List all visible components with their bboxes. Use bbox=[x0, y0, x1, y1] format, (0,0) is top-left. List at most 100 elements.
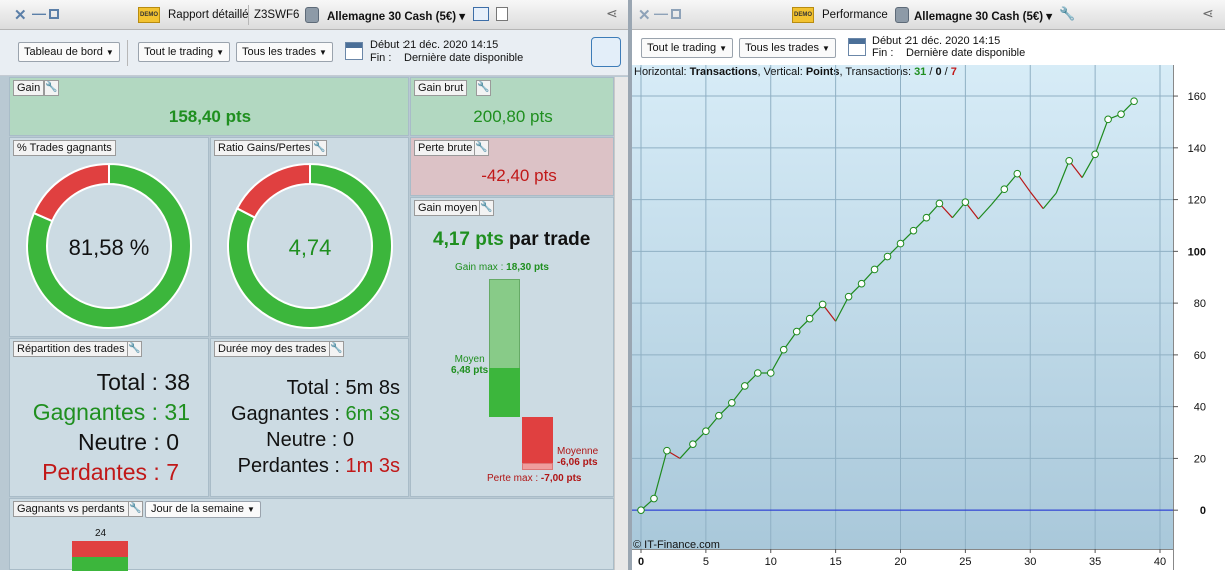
debut-label: Début : bbox=[872, 35, 908, 47]
trading-select[interactable]: Tout le trading ▼ bbox=[641, 38, 734, 58]
gain-moyen-panel: Gain moyen 🔧 4,17 pts par trade Gain max… bbox=[410, 197, 614, 497]
period-select[interactable]: Jour de la semaine ▼ bbox=[145, 501, 261, 518]
wrench-icon[interactable]: 🔧 bbox=[476, 80, 491, 96]
curve-segment bbox=[835, 296, 850, 322]
equity-curve bbox=[637, 97, 1138, 514]
x-tick-label: 0 bbox=[638, 556, 644, 568]
loss-bar bbox=[72, 541, 128, 557]
x-tick-label: 15 bbox=[830, 556, 842, 568]
left-toolbar: Tableau de bord ▼ Tout le trading ▼ Tous l… bbox=[0, 30, 630, 76]
data-point bbox=[689, 440, 697, 448]
ratio-panel: Ratio Gains/Pertes 🔧 4,74 bbox=[210, 137, 409, 337]
duree-perdantes: Perdantes : 1m 3s bbox=[237, 455, 400, 477]
y-tick-label: 40 bbox=[1194, 402, 1206, 414]
pct-trades-donut: 81,58 % bbox=[26, 162, 192, 329]
data-point bbox=[792, 327, 801, 336]
dashboard-select[interactable]: Tableau de bord ▼ bbox=[18, 42, 120, 62]
donut-win-slice bbox=[26, 162, 192, 329]
account-label[interactable]: Z3SWF6 bbox=[254, 9, 300, 21]
wrench-icon[interactable]: 🔧 bbox=[128, 501, 143, 517]
trades-select[interactable]: Tous les trades ▼ bbox=[739, 38, 836, 58]
duree-title: Durée moy des trades bbox=[214, 341, 331, 357]
calendar-icon[interactable] bbox=[345, 42, 363, 60]
divider bbox=[127, 40, 128, 66]
tab-performance[interactable]: Performance bbox=[822, 9, 888, 21]
repartition-title: Répartition des trades bbox=[13, 341, 129, 357]
bar-label: 24 bbox=[95, 528, 107, 539]
data-point bbox=[805, 314, 814, 323]
data-point bbox=[909, 226, 918, 235]
duree-neutre: Neutre : 0 bbox=[266, 429, 354, 451]
perte-moyenne-bar bbox=[522, 417, 553, 463]
maximize-icon[interactable] bbox=[49, 9, 59, 19]
debut-label: Début : bbox=[370, 39, 406, 51]
y-tick-label: 100 bbox=[1188, 246, 1206, 258]
moyenne-label: Moyenne -6,06 pts bbox=[557, 446, 599, 468]
repartition-total: Total : 38 bbox=[96, 369, 190, 395]
data-point bbox=[961, 198, 970, 206]
data-point bbox=[870, 265, 879, 274]
y-ticks: 0 20 40 60 80 100 120 140 160 bbox=[1173, 91, 1206, 517]
x-tick-label: 30 bbox=[1024, 556, 1036, 568]
curve-segment bbox=[770, 349, 785, 374]
link-icon[interactable] bbox=[305, 7, 319, 23]
tab-rapport-detaille[interactable]: Rapport détaillé bbox=[168, 9, 249, 21]
data-point bbox=[741, 382, 749, 390]
instrument-select[interactable]: Allemagne 30 Cash (5€) ▾ bbox=[327, 11, 466, 23]
instrument-select[interactable]: Allemagne 30 Cash (5€) ▾ bbox=[914, 11, 1053, 23]
debut-value[interactable]: 21 déc. 2020 14:15 bbox=[906, 35, 1001, 47]
trades-select[interactable]: Tous les trades ▼ bbox=[236, 42, 333, 62]
y-tick-label: 60 bbox=[1194, 350, 1206, 362]
vertical-scrollbar[interactable] bbox=[614, 77, 628, 570]
gain-brut-value: 200,80 pts bbox=[473, 107, 553, 126]
perte-brute-panel: Perte brute 🔧 -42,40 pts bbox=[410, 137, 614, 196]
link-icon[interactable] bbox=[895, 7, 909, 23]
fin-value[interactable]: Dernière date disponible bbox=[404, 52, 524, 64]
share-icon[interactable]: ⋖ bbox=[1202, 5, 1214, 21]
debut-value[interactable]: 21 déc. 2020 14:15 bbox=[404, 39, 499, 51]
pct-trades-title: % Trades gagnants bbox=[13, 140, 116, 156]
repartition-perdantes: Perdantes : 7 bbox=[42, 459, 179, 485]
data-point bbox=[779, 345, 788, 354]
data-point bbox=[1013, 169, 1022, 178]
y-tick-label: 140 bbox=[1188, 143, 1206, 155]
maximize-icon[interactable] bbox=[671, 9, 681, 19]
wrench-icon[interactable]: 🔧 bbox=[474, 140, 489, 156]
watermark: © IT-Finance.com bbox=[633, 539, 720, 551]
close-icon[interactable]: ✕ bbox=[638, 7, 651, 24]
data-point bbox=[1104, 115, 1112, 124]
performance-chart-area[interactable] bbox=[632, 65, 1173, 549]
data-point bbox=[1117, 110, 1125, 118]
data-point bbox=[715, 411, 723, 420]
chart-icon[interactable] bbox=[473, 7, 489, 21]
data-point bbox=[1000, 185, 1009, 194]
data-point bbox=[844, 292, 853, 301]
wrench-icon[interactable]: 🔧 bbox=[312, 140, 327, 156]
wrench-icon[interactable]: 🔧 bbox=[44, 80, 59, 96]
data-point bbox=[857, 279, 866, 288]
x-tick-label: 10 bbox=[765, 556, 777, 568]
dashboard-config-icon[interactable] bbox=[591, 37, 621, 67]
trading-select[interactable]: Tout le trading ▼ bbox=[138, 42, 231, 62]
right-toolbar: Tout le trading ▼ Tous les trades ▼ Début … bbox=[632, 30, 1225, 65]
gain-panel: Gain 🔧 158,40 pts bbox=[9, 77, 409, 136]
minimize-icon[interactable]: — bbox=[32, 5, 46, 21]
share-icon[interactable]: ⋖ bbox=[606, 5, 618, 21]
calendar-icon[interactable] bbox=[848, 38, 866, 56]
copy-icon[interactable] bbox=[496, 7, 508, 21]
wrench-icon[interactable]: 🔧 bbox=[1059, 6, 1076, 21]
duree-gagnantes: Gagnantes : 6m 3s bbox=[231, 403, 400, 425]
window-divider[interactable] bbox=[628, 0, 632, 570]
fin-value[interactable]: Dernière date disponible bbox=[906, 47, 1026, 59]
x-tick-label: 35 bbox=[1089, 556, 1101, 568]
wrench-icon[interactable]: 🔧 bbox=[329, 341, 344, 357]
y-tick-label: 20 bbox=[1194, 453, 1206, 465]
fin-label: Fin : bbox=[370, 52, 392, 64]
close-icon[interactable]: ✕ bbox=[14, 7, 27, 24]
ratio-title: Ratio Gains/Pertes bbox=[214, 140, 315, 156]
wrench-icon[interactable]: 🔧 bbox=[479, 200, 494, 216]
perte-max-bar bbox=[522, 462, 553, 470]
x-axis-area bbox=[632, 549, 1173, 570]
wrench-icon[interactable]: 🔧 bbox=[127, 341, 142, 357]
minimize-icon[interactable]: — bbox=[654, 5, 668, 21]
